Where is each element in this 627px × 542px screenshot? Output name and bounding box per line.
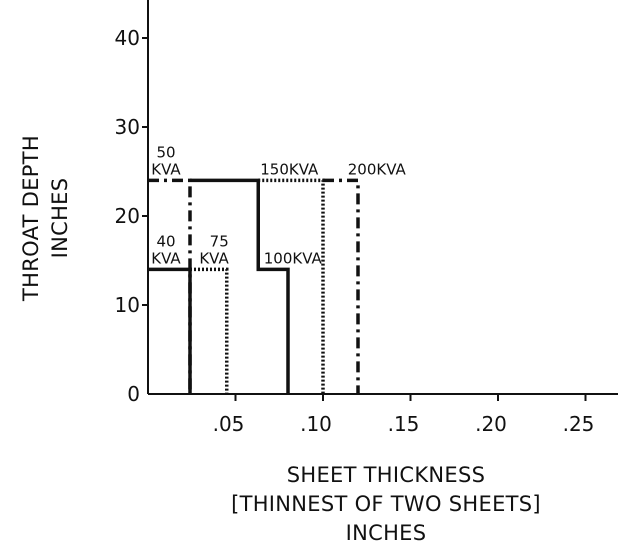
series-line-150kva [258,178,325,394]
x-tick-label: .20 [475,412,507,436]
y-axis-title: THROAT DEPTH [19,135,43,302]
x-tick-label: .05 [213,412,245,436]
x-tick-label: .15 [388,412,420,436]
series-line-100kva [190,178,290,394]
series-label: 40 [156,233,175,251]
y-tick-label: 0 [127,382,140,406]
series-label: 200KVA [348,161,407,179]
series-label: KVA [151,250,181,268]
series-group [148,178,360,394]
series-line-40-kva [148,267,192,394]
y-tick-label: 40 [115,26,140,50]
x-axis-title: [THINNEST OF TWO SHEETS] [231,492,541,516]
y-tick-label: 30 [115,115,140,139]
series-label: 100KVA [264,250,323,268]
axis-title-group: SHEET THICKNESS [THINNEST OF TWO SHEETS] I… [19,135,541,542]
series-line-50-kva [148,178,192,394]
y-tick-label: 10 [115,293,140,317]
series-line-75-kva [190,267,229,394]
tick-group: 0 10 20 30 40 .05 .10 .15 .20 .25 [115,26,595,436]
series-label: KVA [151,161,181,179]
x-axis-title: INCHES [346,521,427,542]
series-label: KVA [199,250,229,268]
series-label: 50 [156,144,175,162]
x-axis-title: SHEET THICKNESS [287,463,486,487]
y-tick-label: 20 [115,204,140,228]
series-label: 150KVA [260,161,319,179]
x-tick-label: .10 [300,412,332,436]
y-axis-title: INCHES [48,178,72,259]
x-tick-label: .25 [563,412,595,436]
series-line-200kva [323,178,360,394]
series-label: 75 [210,233,229,251]
axes [147,0,618,395]
